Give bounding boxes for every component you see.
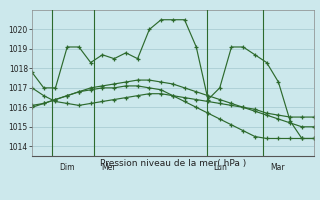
Text: Mar: Mar xyxy=(270,163,284,172)
Text: Dim: Dim xyxy=(59,163,74,172)
Text: Lun: Lun xyxy=(214,163,228,172)
X-axis label: Pression niveau de la mer( hPa ): Pression niveau de la mer( hPa ) xyxy=(100,159,246,168)
Text: Mer: Mer xyxy=(101,163,116,172)
